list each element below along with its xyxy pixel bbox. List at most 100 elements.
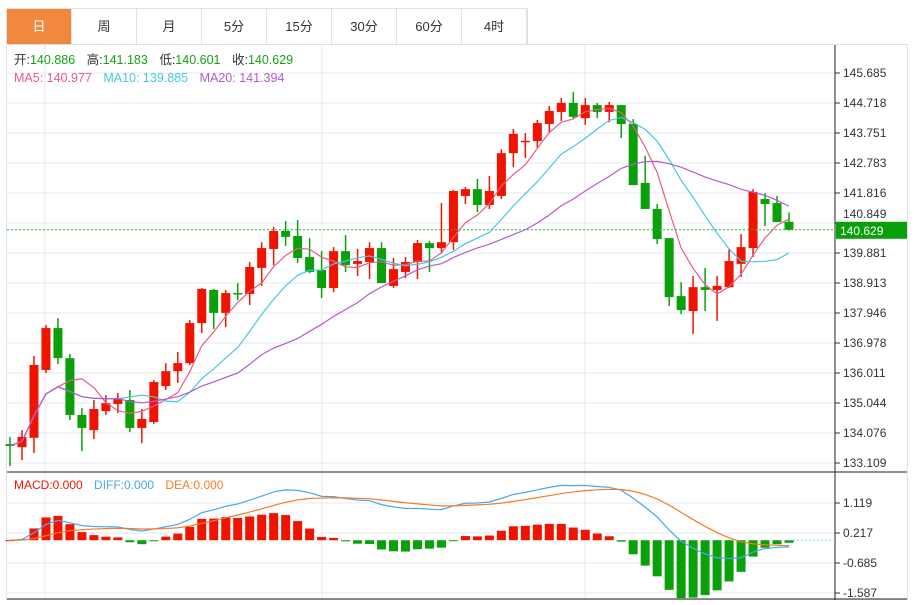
macd-legend: MACD:0.000 DIFF:0.000 DEA:0.000 (14, 478, 231, 492)
price-tick-label: 139.881 (843, 246, 887, 260)
macd-histogram-bar (53, 515, 63, 541)
macd-histogram-bar (365, 540, 375, 544)
macd-histogram-bar (101, 536, 111, 541)
candle-up (197, 288, 207, 324)
candle-down (5, 444, 15, 446)
candle-up (400, 262, 410, 272)
candle-up (532, 123, 542, 142)
macd-histogram-bar (65, 524, 75, 541)
tab-5min[interactable]: 5分 (202, 9, 267, 45)
tab-30min[interactable]: 30分 (332, 9, 397, 45)
tab-month[interactable]: 月 (137, 9, 202, 45)
price-tick-label: 136.978 (843, 336, 887, 350)
candle-up (113, 398, 123, 405)
candle-up (688, 287, 698, 312)
high-label: 高: (86, 53, 103, 67)
macd-histogram-bar (149, 540, 159, 542)
macd-histogram-bar (448, 540, 458, 542)
tab-60min[interactable]: 60分 (397, 9, 462, 45)
candle-up (556, 102, 566, 112)
ma10-value: MA10: 139.885 (103, 71, 189, 85)
high-value: 141.183 (102, 53, 148, 67)
macd-histogram-bar (772, 540, 782, 545)
macd-histogram-bar (377, 540, 387, 550)
candle-up (448, 190, 458, 243)
candle-down (281, 231, 291, 237)
candle-down (233, 293, 243, 295)
ma20-value: MA20: 141.394 (199, 71, 285, 85)
macd-histogram-bar (77, 532, 87, 541)
macd-histogram-bar (676, 540, 686, 599)
candle-down (53, 328, 63, 359)
tab-15min[interactable]: 15分 (267, 9, 332, 45)
ma20-line (9, 160, 790, 447)
candle-up (748, 191, 758, 249)
macd-histogram-bar (460, 536, 470, 541)
last-price-label: 140.629 (840, 224, 884, 238)
macd-histogram-bar (317, 536, 327, 541)
open-label: 开: (14, 53, 30, 67)
macd-histogram-bar (257, 514, 267, 541)
macd-value: MACD:0.000 (14, 478, 83, 492)
candle-up (712, 285, 722, 290)
macd-histogram-bar (664, 540, 674, 590)
tab-day[interactable]: 日 (7, 9, 72, 45)
period-tabs: 日 周 月 5分 15分 30分 60分 4时 (6, 8, 528, 45)
dea-value: DEA:0.000 (165, 478, 224, 492)
candle-down (700, 287, 710, 290)
macd-histogram-bar (628, 540, 638, 555)
macd-histogram-bar (712, 540, 722, 591)
macd-histogram-bar (604, 536, 614, 541)
macd-histogram-bar (197, 518, 207, 541)
candle-up (484, 190, 494, 205)
candle-up (137, 418, 147, 428)
macd-histogram-bar (245, 516, 255, 541)
candle-up (508, 133, 518, 154)
price-tick-label: 134.076 (843, 426, 887, 440)
macd-histogram-bar (329, 537, 339, 541)
candle-up (736, 247, 746, 264)
macd-tick-label: 0.217 (843, 526, 873, 540)
macd-histogram-bar (293, 521, 303, 541)
candle-up (460, 189, 470, 196)
macd-histogram-bar (173, 533, 183, 541)
macd-tick-label: 1.119 (843, 496, 872, 510)
ma10-line (9, 116, 790, 447)
macd-tick-label: -0.685 (843, 556, 877, 570)
candle-down (784, 221, 794, 230)
macd-histogram-bar (616, 540, 626, 542)
macd-tick-label: -1.587 (843, 586, 877, 600)
ma-legend: MA5: 140.977 MA10: 139.885 MA20: 141.394 (14, 71, 292, 86)
macd-histogram-bar (233, 518, 243, 541)
candle-up (365, 248, 375, 263)
macd-histogram-bar (424, 540, 434, 549)
price-tick-label: 141.816 (843, 186, 887, 200)
macd-histogram-bar (161, 536, 171, 541)
candle-down (628, 124, 638, 186)
macd-histogram-bar (209, 518, 219, 541)
diff-value: DIFF:0.000 (94, 478, 155, 492)
candle-up (29, 364, 39, 438)
candle-up (436, 242, 446, 249)
candle-down (317, 270, 327, 289)
macd-histogram-bar (353, 540, 363, 544)
candle-down (65, 358, 75, 415)
tab-week[interactable]: 周 (72, 9, 137, 45)
candle-down (652, 208, 662, 240)
macd-histogram-bar (748, 540, 758, 557)
macd-histogram-bar (688, 540, 698, 598)
macd-histogram-bar (532, 524, 542, 541)
macd-histogram-bar (137, 540, 147, 545)
dea-line (9, 488, 790, 547)
macd-histogram-bar (400, 540, 410, 552)
macd-histogram-bar (484, 535, 494, 541)
tab-4hour[interactable]: 4时 (462, 9, 527, 45)
price-tick-label: 135.044 (843, 396, 887, 410)
macd-histogram-bar (269, 513, 279, 541)
candle-up (245, 266, 255, 294)
candle-up (389, 269, 399, 286)
diff-line (9, 484, 790, 560)
macd-histogram-bar (760, 540, 770, 548)
macd-histogram-bar (652, 540, 662, 577)
